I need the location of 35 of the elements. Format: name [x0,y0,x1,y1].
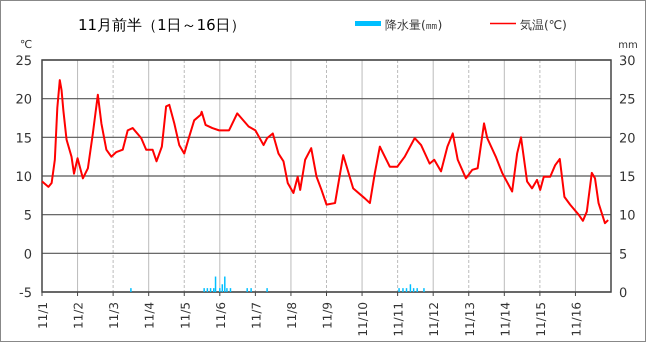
x-tick-label: 11/2 [72,302,86,329]
x-tick-label: 11/4 [142,302,157,329]
y2-axis-title: mm [618,40,638,51]
y2-tick-label: 30 [619,54,636,69]
legend-label: 気温(℃) [520,18,567,32]
y-tick-label: 10 [15,170,32,185]
x-tick-label: 11/10 [356,302,370,337]
x-tick-label: 11/1 [36,302,50,329]
y-tick-label: -5 [19,286,32,301]
x-tick-label: 11/5 [178,302,192,329]
y-tick-label: 0 [24,247,32,262]
y2-tick-label: 10 [619,208,636,224]
y2-tick-label: 0 [619,286,628,301]
legend-label: 降水量(㎜) [385,18,442,32]
y-axis-title: ℃ [20,38,32,51]
y-tick-label: 15 [15,131,32,146]
x-tick-label: 11/6 [214,302,228,329]
y2-tick-label: 20 [619,131,636,146]
y2-tick-label: 25 [619,92,636,108]
y-tick-label: 25 [15,54,32,69]
x-tick-label: 11/8 [284,302,299,329]
x-tick-label: 11/3 [107,302,122,329]
x-tick-label: 11/11 [392,302,406,337]
x-tick-label: 11/14 [498,302,512,337]
x-tick-label: 11/9 [320,302,334,329]
y2-tick-label: 15 [619,170,636,185]
x-tick-label: 11/13 [462,302,477,337]
x-tick-label: 11/16 [569,302,584,337]
y-tick-label: 20 [15,92,32,108]
y2-tick-label: 5 [619,247,628,262]
x-tick-label: 11/15 [534,302,548,337]
x-tick-label: 11/12 [427,302,442,337]
chart-title: 11月前半（1日～16日） [78,16,246,34]
x-tick-label: 11/7 [249,302,264,329]
y-tick-label: 5 [24,208,32,224]
